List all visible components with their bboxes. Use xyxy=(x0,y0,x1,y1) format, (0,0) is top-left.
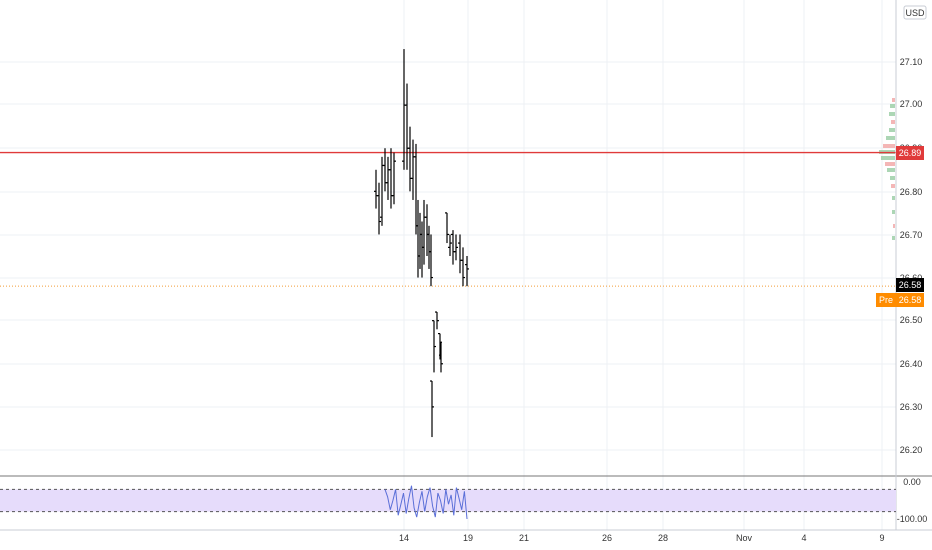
y-axis[interactable]: 227.1027.0026.9026.8026.7026.6026.5026.4… xyxy=(900,10,923,455)
price-bars xyxy=(374,49,469,438)
oscillator-tick-label: 0.00 xyxy=(903,477,921,487)
x-tick-label: 21 xyxy=(519,533,529,543)
y-tick-label: 27.00 xyxy=(900,99,923,109)
price-badge-value: 26.58 xyxy=(899,280,922,290)
volume-profile xyxy=(879,98,895,240)
x-tick-label: 4 xyxy=(801,533,806,543)
volume-profile-bar xyxy=(891,120,895,124)
x-tick-label: 26 xyxy=(602,533,612,543)
volume-profile-bar xyxy=(890,176,895,180)
volume-profile-bar xyxy=(889,112,895,116)
volume-profile-bar xyxy=(892,210,895,214)
volume-profile-bar xyxy=(892,236,895,240)
currency-label-text: USD xyxy=(905,8,925,18)
volume-profile-bar xyxy=(891,184,895,188)
y-tick-label: 26.80 xyxy=(900,187,923,197)
volume-profile-bar xyxy=(890,104,895,108)
volume-profile-bar xyxy=(883,144,895,148)
oscillator-tick-label: -100.00 xyxy=(897,514,928,524)
price-badge-value: 26.89 xyxy=(899,148,922,158)
volume-profile-bar xyxy=(885,162,895,166)
price-badge-box xyxy=(896,278,924,292)
volume-profile-bar xyxy=(892,98,895,102)
y-tick-label: 27.10 xyxy=(900,57,923,67)
volume-profile-bar xyxy=(886,136,895,140)
price-badge-label: Pre xyxy=(879,295,893,305)
x-tick-label: 19 xyxy=(463,533,473,543)
x-tick-label: 9 xyxy=(879,533,884,543)
price-badge-value: 26.58 xyxy=(899,295,922,305)
y-tick-label: 26.20 xyxy=(900,445,923,455)
volume-profile-bar xyxy=(881,156,895,160)
volume-profile-bar xyxy=(892,196,895,200)
oscillator-line xyxy=(384,485,468,520)
y-tick-label: 26.50 xyxy=(900,315,923,325)
volume-profile-bar xyxy=(887,168,895,172)
x-tick-label: 28 xyxy=(658,533,668,543)
grid xyxy=(0,0,896,530)
y-tick-label: 26.70 xyxy=(900,230,923,240)
oscillator-pane xyxy=(0,485,896,520)
y-tick-label: 26.40 xyxy=(900,359,923,369)
oscillator-y-axis: 0.00 -100.00 xyxy=(897,477,928,524)
volume-profile-bar xyxy=(889,128,895,132)
price-badges: 26.89 26.58 Pre 26.58 xyxy=(876,146,924,307)
x-tick-label: Nov xyxy=(736,533,753,543)
x-axis[interactable]: 14 19 21 26 28 Nov 4 9 xyxy=(399,533,885,543)
price-badge-box xyxy=(896,146,924,160)
currency-label-box xyxy=(903,5,927,20)
x-tick-label: 14 xyxy=(399,533,409,543)
volume-profile-bar xyxy=(893,224,895,228)
y-tick-label: 26.30 xyxy=(900,402,923,412)
price-badge-box xyxy=(876,293,924,307)
currency-label[interactable]: USD xyxy=(903,5,927,20)
